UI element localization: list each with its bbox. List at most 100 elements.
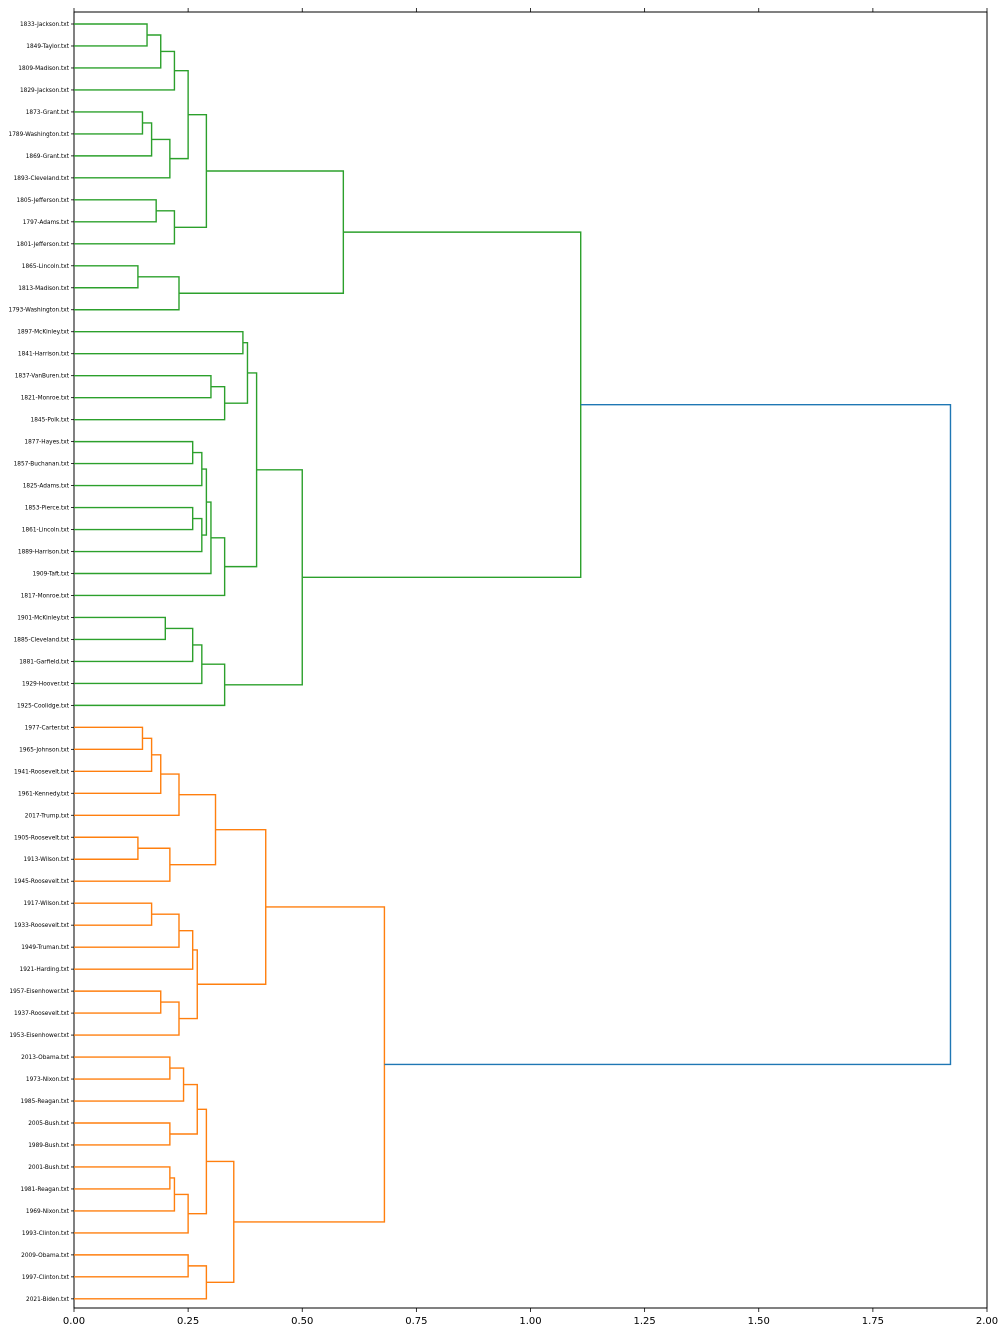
leaf-label: 1949-Truman.txt	[21, 945, 69, 951]
leaf-label: 2017-Trump.txt	[25, 813, 70, 819]
leaf-label: 1993-Clinton.txt	[22, 1231, 70, 1237]
leaf-label: 1841-Harrison.txt	[18, 352, 70, 358]
leaf-label: 1885-Cleveland.txt	[14, 637, 70, 643]
leaf-label: 2005-Bush.txt	[28, 1121, 70, 1127]
merge-link-b2	[74, 374, 212, 399]
leaf-label: 1973-Nixon.txt	[26, 1077, 70, 1083]
leaf-label: 1825-Adams.txt	[23, 484, 70, 490]
merge-link-a6	[74, 138, 171, 179]
x-tick-label: 1.75	[862, 1316, 884, 1327]
leaf-label: 1997-Clinton.txt	[22, 1275, 70, 1281]
merge-link-c3	[74, 754, 162, 794]
leaf-label: 1821-Monroe.txt	[21, 396, 70, 402]
merge-link-c13	[178, 949, 198, 1020]
x-tick-label: 1.50	[748, 1316, 770, 1327]
leaf-label: 1989-Bush.txt	[28, 1143, 70, 1149]
leaf-label: 1865-Lincoln.txt	[22, 264, 70, 270]
x-axis: 0.00 0.25 0.50 0.75 1.00 1.25 1.50 1.75 2.00	[63, 8, 998, 1327]
leaf-label: 1925-Coolidge.txt	[17, 703, 70, 709]
merge-link-c10	[74, 929, 194, 970]
leaf-label: 1853-Pierce.txt	[25, 506, 70, 512]
leaf-label: 1845-Polk.txt	[31, 418, 70, 424]
merge-link-d6	[74, 1177, 176, 1212]
x-tick-label: 2.00	[976, 1316, 998, 1327]
merge-link-g2	[233, 906, 386, 1223]
leaf-label: 1813-Madison.txt	[18, 286, 69, 292]
x-tick-label: 0.25	[177, 1316, 199, 1327]
merge-link-d9	[74, 1254, 189, 1278]
leaf-label: 1809-Madison.txt	[18, 66, 69, 72]
leaf-label: 1985-Reagan.txt	[21, 1099, 70, 1105]
leaf-label: 1837-VanBuren.txt	[15, 374, 70, 380]
leaf-label: 1889-Harrison.txt	[18, 550, 70, 556]
leaf-label: 1897-McKinley.txt	[17, 330, 69, 336]
x-tick-label: 1.25	[633, 1316, 655, 1327]
merge-link-b3	[74, 385, 226, 421]
plot-area	[73, 11, 988, 1309]
leaf-label: 1789-Washington.txt	[9, 132, 70, 138]
merge-link-c7	[169, 793, 217, 866]
merge-link-b6	[74, 451, 203, 487]
leaf-label: 2013-Obama.txt	[21, 1055, 70, 1061]
merge-link-root	[384, 404, 952, 1066]
leaf-label: 1873-Grant.txt	[26, 110, 70, 116]
leaf-label: 1961-Kennedy.txt	[18, 791, 70, 797]
leaf-label: 2001-Bush.txt	[28, 1165, 70, 1171]
merge-link-b15	[74, 644, 203, 685]
merge-link-c6	[74, 847, 171, 882]
x-tick-label: 0.00	[63, 1316, 85, 1327]
merge-link-c2	[74, 737, 153, 773]
merge-link-a4	[74, 111, 144, 135]
leaf-label: 1849-Taylor.txt	[26, 44, 69, 50]
leaf-label: 1817-Monroe.txt	[21, 593, 70, 599]
leaf-label: 1793-Washington.txt	[9, 308, 70, 314]
leaf-labels: 1833-Jackson.txt 1849-Taylor.txt 1809-Madi…	[9, 22, 74, 1303]
merge-link-a13	[178, 170, 345, 294]
leaf-label: 1929-Hoover.txt	[22, 681, 70, 687]
merge-link-c8	[74, 902, 153, 926]
leaf-label: 2021-Biden.txt	[26, 1297, 70, 1303]
x-tick-label: 0.75	[405, 1316, 427, 1327]
leaf-label: 1981-Reagan.txt	[21, 1187, 70, 1193]
merge-link-c14	[197, 829, 267, 985]
x-tick-label: 1.00	[519, 1316, 541, 1327]
leaf-label: 1857-Buchanan.txt	[14, 462, 70, 468]
merge-link-c9	[74, 913, 180, 948]
leaf-label: 1957-Eisenhower.txt	[9, 989, 69, 995]
merge-link-d2	[74, 1067, 185, 1102]
merge-link-d11	[206, 1160, 235, 1284]
leaf-label: 1861-Lincoln.txt	[22, 528, 70, 534]
merge-link-b5	[74, 440, 194, 465]
leaf-label: 1941-Roosevelt.txt	[14, 769, 70, 775]
merge-link-d3	[74, 1122, 171, 1146]
merge-link-a1	[74, 23, 148, 47]
merge-link-a11	[74, 265, 139, 289]
merge-link-b7	[74, 506, 194, 531]
merge-link-c12	[74, 1001, 180, 1036]
merge-link-b8	[74, 517, 203, 553]
leaf-label: 1969-Nixon.txt	[26, 1209, 70, 1215]
leaf-label: 1913-Wilson.txt	[24, 857, 70, 863]
leaf-label: 1829-Jackson.txt	[20, 88, 70, 94]
leaf-label: 1797-Adams.txt	[23, 220, 70, 226]
leaf-label: 1801-Jefferson.txt	[17, 242, 70, 248]
leaf-label: 1869-Grant.txt	[26, 154, 70, 160]
merge-link-b1	[74, 331, 244, 355]
leaf-label: 1877-Hayes.txt	[24, 440, 69, 446]
merge-link-b13	[74, 616, 166, 641]
dendrogram-links	[74, 23, 952, 1300]
merge-link-c4	[74, 773, 180, 816]
merge-link-b12	[224, 372, 258, 568]
merge-link-d7	[74, 1193, 189, 1234]
leaf-label: 1833-Jackson.txt	[20, 22, 70, 28]
x-tick-label: 0.50	[291, 1316, 313, 1327]
leaf-label: 1881-Garfield.txt	[19, 659, 70, 665]
merge-link-b14	[74, 627, 194, 663]
leaf-label: 1953-Eisenhower.txt	[9, 1033, 69, 1039]
merge-link-d5	[74, 1166, 171, 1190]
leaf-label: 2009-Obama.txt	[21, 1253, 70, 1259]
leaf-label: 1921-Harding.txt	[20, 967, 70, 973]
merge-link-a9	[74, 210, 176, 245]
merge-link-a7	[169, 70, 189, 160]
